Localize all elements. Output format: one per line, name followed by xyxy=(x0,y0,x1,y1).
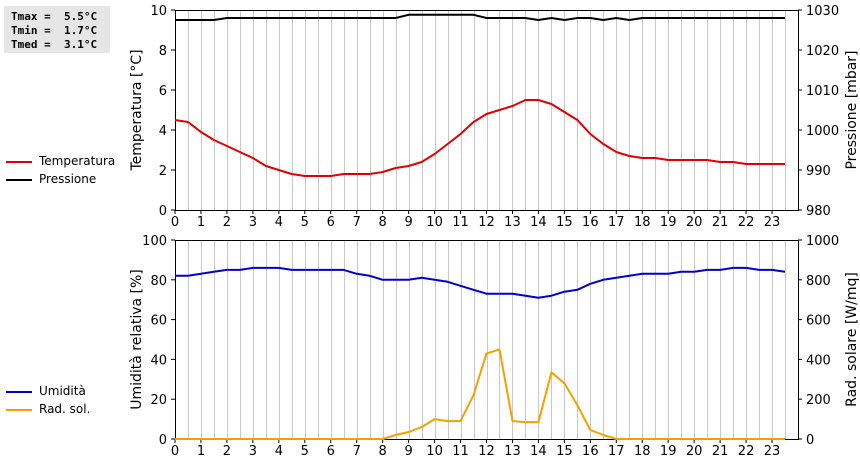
x-tick-label: 14 xyxy=(530,444,547,459)
y-tick-label-right: 400 xyxy=(806,353,831,368)
y-tick-label-right: 1030 xyxy=(806,4,839,19)
stats-box: Tmax = 5.5°C Tmin = 1.7°C Tmed = 3.1°C xyxy=(4,6,110,53)
x-tick-label: 0 xyxy=(171,215,179,230)
x-tick-label: 5 xyxy=(301,444,309,459)
x-tick-label: 7 xyxy=(353,444,361,459)
x-tick-label: 2 xyxy=(223,444,231,459)
y-tick-label-left: 8 xyxy=(159,44,167,59)
series-line-pressione xyxy=(175,13,785,21)
x-tick-label: 6 xyxy=(327,215,335,230)
series-line-umidit xyxy=(175,266,786,299)
y-tick-label-left: 0 xyxy=(159,204,167,219)
x-tick-label: 12 xyxy=(478,444,495,459)
stat-tmax: Tmax = 5.5°C xyxy=(11,10,98,23)
x-tick-label: 14 xyxy=(530,215,547,230)
y-tick-label-left: 80 xyxy=(150,274,167,289)
y-tick-label-right: 990 xyxy=(806,164,831,179)
x-tick-label: 23 xyxy=(764,444,781,459)
x-tick-label: 3 xyxy=(249,215,257,230)
x-tick-label: 15 xyxy=(556,444,573,459)
y-tick-label-left: 10 xyxy=(150,4,167,19)
x-tick-label: 9 xyxy=(404,215,412,230)
y-tick-label-left: 100 xyxy=(142,234,167,249)
x-tick-label: 21 xyxy=(712,444,729,459)
series-line-rad-sol xyxy=(175,348,785,440)
y-tick-label-left: 60 xyxy=(150,314,167,329)
x-tick-label: 18 xyxy=(634,444,651,459)
y-tick-label-right: 1000 xyxy=(806,124,839,139)
legend-radiazione-label: Rad. sol. xyxy=(39,402,91,416)
legend-radiazione-swatch xyxy=(6,409,32,411)
x-tick-label: 18 xyxy=(634,215,651,230)
x-tick-label: 8 xyxy=(379,215,387,230)
x-tick-label: 19 xyxy=(660,444,677,459)
y-axis-title-right: Rad. solare [W/mq] xyxy=(844,272,860,407)
x-tick-label: 7 xyxy=(353,215,361,230)
x-tick-label: 22 xyxy=(738,215,755,230)
legend-temperatura-label: Temperatura xyxy=(39,154,116,168)
x-tick-label: 16 xyxy=(582,444,599,459)
y-tick-label-right: 1010 xyxy=(806,84,839,99)
y-tick-label-left: 20 xyxy=(150,393,167,408)
x-tick-label: 2 xyxy=(223,215,231,230)
x-tick-label: 4 xyxy=(275,215,283,230)
stat-tmin: Tmin = 1.7°C xyxy=(11,24,98,37)
x-tick-label: 17 xyxy=(608,215,625,230)
y-tick-label-right: 1000 xyxy=(806,234,839,249)
y-axis-title-right: Pressione [mbar] xyxy=(844,50,860,169)
y-tick-label-right: 200 xyxy=(806,393,831,408)
x-tick-label: 10 xyxy=(426,215,443,230)
x-tick-label: 13 xyxy=(504,444,521,459)
x-tick-label: 10 xyxy=(426,444,443,459)
x-tick-label: 5 xyxy=(301,215,309,230)
x-tick-label: 19 xyxy=(660,215,677,230)
y-tick-label-left: 40 xyxy=(150,353,167,368)
x-tick-label: 17 xyxy=(608,444,625,459)
x-tick-label: 4 xyxy=(275,444,283,459)
x-tick-label: 8 xyxy=(379,444,387,459)
legend-umidita-swatch xyxy=(6,391,32,393)
x-tick-label: 22 xyxy=(738,444,755,459)
y-tick-label-right: 0 xyxy=(806,433,814,448)
y-tick-label-left: 2 xyxy=(159,164,167,179)
legend-temperatura-swatch xyxy=(6,161,32,163)
x-tick-label: 20 xyxy=(686,215,703,230)
y-tick-label-left: 6 xyxy=(159,84,167,99)
stat-tmed: Tmed = 3.1°C xyxy=(11,38,98,51)
series-line-temperatura xyxy=(174,99,785,177)
y-axis-title-left: Temperatura [°C] xyxy=(129,49,145,171)
x-tick-label: 11 xyxy=(452,444,469,459)
y-axis-title-left: Umidità relativa [%] xyxy=(129,269,145,410)
x-tick-label: 0 xyxy=(171,444,179,459)
legend-pressione-label: Pressione xyxy=(39,172,97,186)
y-tick-label-left: 0 xyxy=(159,433,167,448)
x-tick-label: 20 xyxy=(686,444,703,459)
legend-pressione-swatch xyxy=(6,179,32,181)
x-tick-label: 6 xyxy=(327,444,335,459)
x-tick-label: 1 xyxy=(197,444,205,459)
x-tick-label: 3 xyxy=(249,444,257,459)
x-tick-label: 1 xyxy=(197,215,205,230)
x-tick-label: 23 xyxy=(764,215,781,230)
x-tick-label: 9 xyxy=(404,444,412,459)
x-tick-label: 21 xyxy=(712,215,729,230)
y-tick-label-right: 1020 xyxy=(806,44,839,59)
legend-umidita-label: Umidità xyxy=(39,384,86,398)
y-tick-label-right: 980 xyxy=(806,204,831,219)
x-tick-label: 16 xyxy=(582,215,599,230)
x-tick-label: 13 xyxy=(504,215,521,230)
x-tick-label: 12 xyxy=(478,215,495,230)
y-tick-label-right: 800 xyxy=(806,274,831,289)
y-tick-label-left: 4 xyxy=(159,124,167,139)
x-tick-label: 11 xyxy=(452,215,469,230)
x-tick-label: 15 xyxy=(556,215,573,230)
y-tick-label-right: 600 xyxy=(806,314,831,329)
